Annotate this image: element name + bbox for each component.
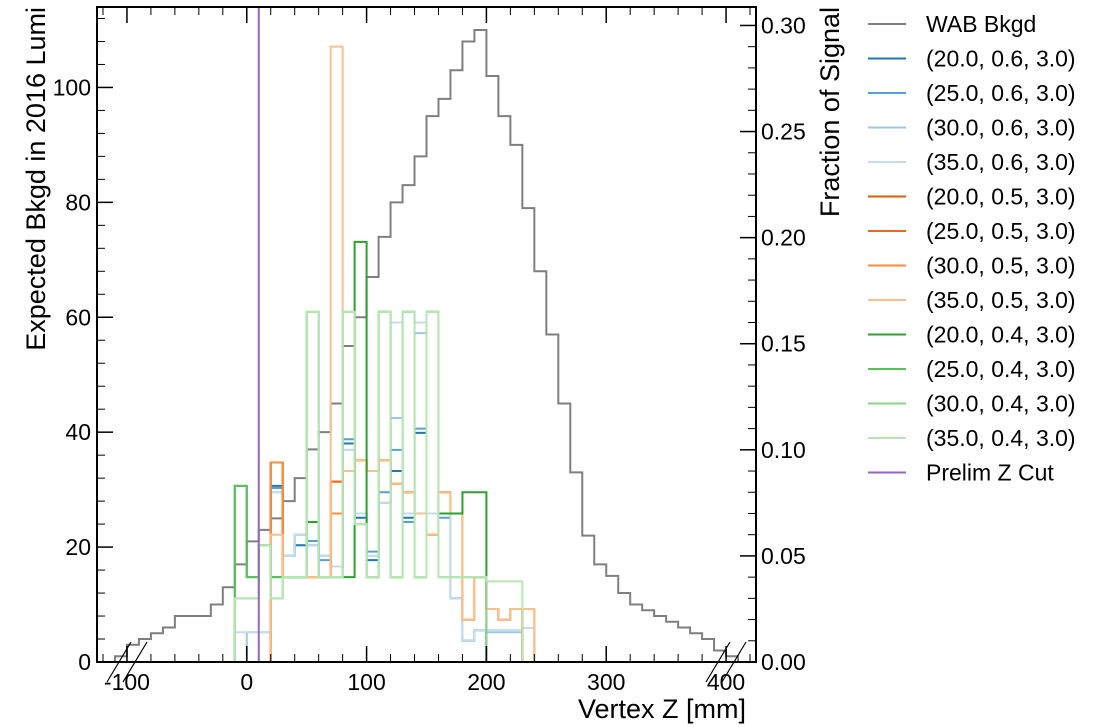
x-tick-label: 0 [240, 669, 253, 695]
y-tick-label: 20 [65, 534, 91, 560]
y-tick-label: 80 [65, 189, 91, 215]
legend-entry-25-0-0-4-3-0: (25.0, 0.4, 3.0) [868, 356, 1076, 382]
legend-entry-wab-bkgd: WAB Bkgd [868, 11, 1036, 37]
y2-tick-label: 0.05 [761, 543, 806, 569]
legend-entry-25-0-0-6-3-0: (25.0, 0.6, 3.0) [868, 80, 1076, 106]
series-35-0-0-5-3-0 [234, 45, 536, 663]
y-axis-label: Expected Bkgd in 2016 Lumi [21, 7, 51, 351]
y-tick-label: 100 [53, 74, 91, 100]
legend-entry-prelim-z-cut: Prelim Z Cut [868, 460, 1054, 486]
legend-label: (25.0, 0.4, 3.0) [926, 356, 1076, 382]
y2-tick-label: 0.10 [761, 437, 806, 463]
legend-label: (20.0, 0.5, 3.0) [926, 184, 1076, 210]
y-tick-label: 0 [78, 649, 91, 675]
legend-label: WAB Bkgd [926, 11, 1036, 37]
legend-entry-20-0-0-4-3-0: (20.0, 0.4, 3.0) [868, 322, 1076, 348]
legend-label: (25.0, 0.6, 3.0) [926, 80, 1076, 106]
legend-entry-30-0-0-6-3-0: (30.0, 0.6, 3.0) [868, 115, 1076, 141]
x-axis-label: Vertex Z [mm] [578, 694, 746, 724]
series-30-0-0-6-3-0 [234, 332, 535, 663]
x-tick-label: 100 [347, 669, 385, 695]
legend-label: (20.0, 0.4, 3.0) [926, 322, 1076, 348]
series-35-0-0-4-3-0 [233, 310, 535, 663]
y2-tick-label: 0.15 [761, 331, 806, 357]
series-wab-bkgd [113, 28, 740, 662]
series-layer [113, 7, 740, 663]
legend-label: (35.0, 0.6, 3.0) [926, 149, 1076, 175]
y-tick-label: 60 [65, 304, 91, 330]
plot-frame [96, 6, 757, 663]
series-25-0-0-6-3-0 [234, 427, 535, 663]
legend-label: (35.0, 0.5, 3.0) [926, 287, 1076, 313]
y-tick-label: 40 [65, 419, 91, 445]
legend-entry-30-0-0-5-3-0: (30.0, 0.5, 3.0) [868, 253, 1076, 279]
legend-label: (30.0, 0.6, 3.0) [926, 115, 1076, 141]
y2-tick-label: 0.20 [761, 225, 806, 251]
legend-label: (25.0, 0.5, 3.0) [926, 218, 1076, 244]
series-20-0-0-6-3-0 [234, 431, 535, 663]
legend-label: (30.0, 0.4, 3.0) [926, 391, 1076, 417]
axis-break-mark [721, 641, 747, 683]
axis-break-mark [122, 641, 148, 683]
axis-break-mark [705, 641, 731, 683]
legend-entry-35-0-0-4-3-0: (35.0, 0.4, 3.0) [868, 425, 1076, 451]
y2-tick-label: 0.25 [761, 119, 806, 145]
y2-tick-label: 0.00 [761, 649, 806, 675]
legend-label: (20.0, 0.6, 3.0) [926, 46, 1076, 72]
legend-label: (30.0, 0.5, 3.0) [926, 253, 1076, 279]
legend-label: (35.0, 0.4, 3.0) [926, 425, 1076, 451]
x-tick-label: 200 [467, 669, 505, 695]
axis-break-mark [106, 641, 132, 683]
legend-entry-20-0-0-5-3-0: (20.0, 0.5, 3.0) [868, 184, 1076, 210]
legend-entry-25-0-0-5-3-0: (25.0, 0.5, 3.0) [868, 218, 1076, 244]
legend: WAB Bkgd (20.0, 0.6, 3.0) (25.0, 0.6, 3.0)… [868, 11, 1076, 486]
y2-axis-label: Fraction of Signal [815, 7, 845, 217]
legend-entry-20-0-0-6-3-0: (20.0, 0.6, 3.0) [868, 46, 1076, 72]
axis-layer: -100 0 100 200 300 400 0 20 40 60 80 100 0.00 0.05 0.1… [53, 7, 806, 695]
legend-entry-35-0-0-6-3-0: (35.0, 0.6, 3.0) [868, 149, 1076, 175]
x-tick-label: -100 [104, 669, 150, 695]
y2-tick-label: 0.30 [761, 12, 806, 38]
legend-entry-30-0-0-4-3-0: (30.0, 0.4, 3.0) [868, 391, 1076, 417]
x-tick-label: 400 [707, 669, 745, 695]
legend-entry-35-0-0-5-3-0: (35.0, 0.5, 3.0) [868, 287, 1076, 313]
x-tick-label: 300 [587, 669, 625, 695]
legend-label: Prelim Z Cut [926, 460, 1054, 486]
